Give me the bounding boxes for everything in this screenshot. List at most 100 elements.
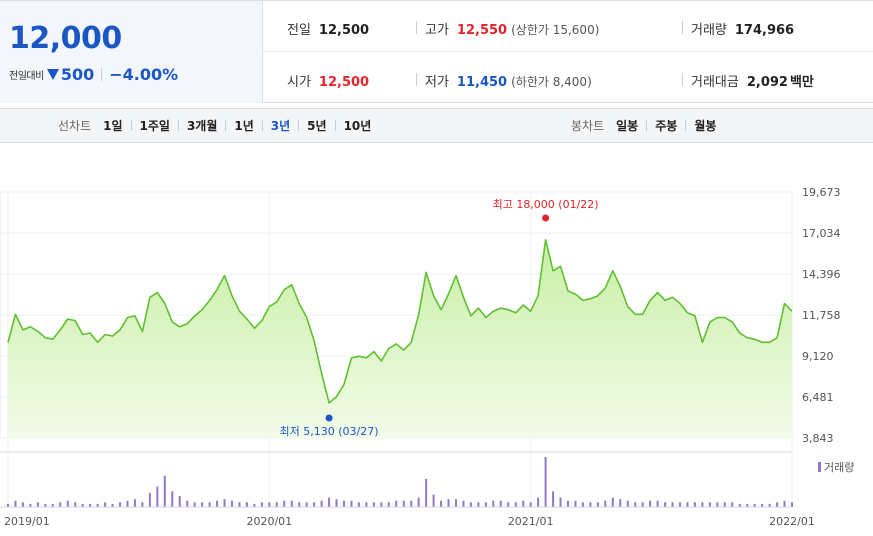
candle-daily[interactable]: 일봉: [616, 119, 639, 133]
period-1y[interactable]: 1년: [234, 119, 254, 133]
volume-bar: [328, 497, 331, 507]
volume-bar: [537, 497, 540, 507]
high-annotation: 최고 18,000 (01/22): [493, 198, 599, 211]
volume-bar: [589, 502, 592, 507]
volume-bar: [410, 500, 413, 507]
amount-unit: 백만: [789, 75, 814, 90]
x-tick-label: 2020/01: [246, 515, 292, 528]
volume-bar: [738, 503, 741, 507]
volume-bar: [21, 502, 24, 507]
volume-bar: [693, 502, 696, 507]
volume-bar: [59, 502, 62, 507]
open-price: 시가 12,500: [287, 71, 369, 90]
candle-chart-title: 봉차트: [571, 119, 605, 133]
volume-bar: [395, 500, 398, 507]
period-1w[interactable]: 1주일: [139, 119, 170, 133]
volume-bar: [148, 492, 151, 507]
volume-bar: [89, 503, 92, 507]
low-annotation: 최저 5,130 (03/27): [280, 425, 379, 438]
volume-bar: [731, 502, 734, 507]
volume-bar: [417, 497, 420, 507]
chart-toolbar: 선차트 1일 1주일 3개월 1년 3년 5년 10년 봉차트 일봉 주봉 월봉: [0, 108, 873, 143]
volume-bar: [641, 502, 644, 507]
candle-weekly[interactable]: 주봉: [655, 119, 678, 133]
volume-bar: [51, 503, 54, 507]
divider: [177, 120, 179, 131]
amount-value: 2,092: [746, 75, 788, 90]
volume-bar: [791, 502, 793, 507]
volume-bar: [216, 500, 219, 507]
volume-bar: [649, 500, 652, 507]
volume-bar: [686, 502, 689, 507]
divider: [334, 120, 336, 131]
current-price: 12,000: [9, 21, 122, 56]
volume-bar: [231, 500, 233, 507]
x-tick-label: 2019/01: [4, 515, 50, 528]
price-line: [7, 239, 793, 404]
row-divider: [263, 51, 873, 52]
volume-bar: [186, 500, 189, 507]
volume-bar: [596, 502, 599, 507]
volume-legend-swatch: [818, 462, 821, 472]
volume-bar: [141, 502, 144, 507]
volume-bar: [776, 502, 779, 507]
period-3m[interactable]: 3개월: [186, 119, 218, 133]
volume-bar: [208, 502, 211, 507]
change-row: 전일대비 500 −4.00%: [9, 65, 178, 84]
candle-monthly[interactable]: 월봉: [694, 119, 717, 133]
period-10y[interactable]: 10년: [343, 119, 372, 133]
prev-close-value: 12,500: [318, 23, 370, 38]
volume-bar: [552, 491, 555, 507]
volume: 거래량 174,966: [691, 19, 794, 38]
volume-bar: [462, 500, 465, 507]
change-label: 전일대비: [9, 71, 44, 82]
volume-bar: [44, 503, 47, 507]
volume-bar: [81, 503, 84, 507]
volume-bar: [492, 500, 495, 507]
volume-legend-label: 거래량: [824, 461, 854, 474]
volume-bar: [193, 502, 196, 507]
volume-bar: [425, 478, 428, 507]
line-chart-title: 선차트: [58, 119, 92, 133]
volume-bar: [611, 497, 614, 507]
volume-bar: [522, 500, 525, 507]
y-tick-label: 6,481: [802, 391, 834, 404]
candle-chart-periods: 봉차트 일봉 주봉 월봉: [571, 109, 716, 142]
volume-bar: [111, 503, 114, 507]
divider: [685, 120, 687, 131]
volume-bar: [283, 500, 286, 507]
down-triangle-icon: [46, 69, 59, 80]
volume-bar: [581, 502, 584, 507]
volume-bar: [469, 502, 472, 507]
period-5y[interactable]: 5년: [307, 119, 327, 133]
volume-bar: [335, 499, 338, 507]
volume-bar: [96, 503, 99, 507]
period-1d[interactable]: 1일: [103, 119, 123, 133]
volume-bar: [701, 502, 704, 507]
volume-bar: [223, 499, 226, 507]
period-3y[interactable]: 3년: [270, 119, 291, 133]
volume-bar: [260, 502, 263, 507]
volume-bar: [619, 499, 622, 507]
divider: [261, 120, 263, 131]
current-price-panel: 12,000 전일대비 500 −4.00%: [0, 1, 263, 103]
volume-bar: [679, 502, 681, 507]
high-marker: [542, 214, 550, 222]
change-value: 500: [60, 65, 95, 84]
volume-bar: [320, 500, 323, 507]
volume-bar: [447, 499, 450, 507]
volume-bar: [343, 500, 345, 507]
volume-label: 거래량: [691, 23, 727, 38]
low-marker: [325, 414, 333, 422]
volume-bar: [350, 500, 353, 507]
x-tick-label: 2021/01: [508, 515, 554, 528]
volume-bar: [245, 502, 248, 507]
divider: [225, 120, 227, 131]
volume-bar: [753, 503, 756, 507]
volume-bar: [499, 500, 502, 507]
volume-bar: [507, 502, 510, 507]
divider: [646, 120, 648, 131]
volume-bar: [36, 502, 39, 507]
volume-bar: [477, 502, 480, 507]
price-chart: 19,673 17,034 14,396 11,758 9,120 6,481 3,843 2…: [0, 186, 854, 528]
